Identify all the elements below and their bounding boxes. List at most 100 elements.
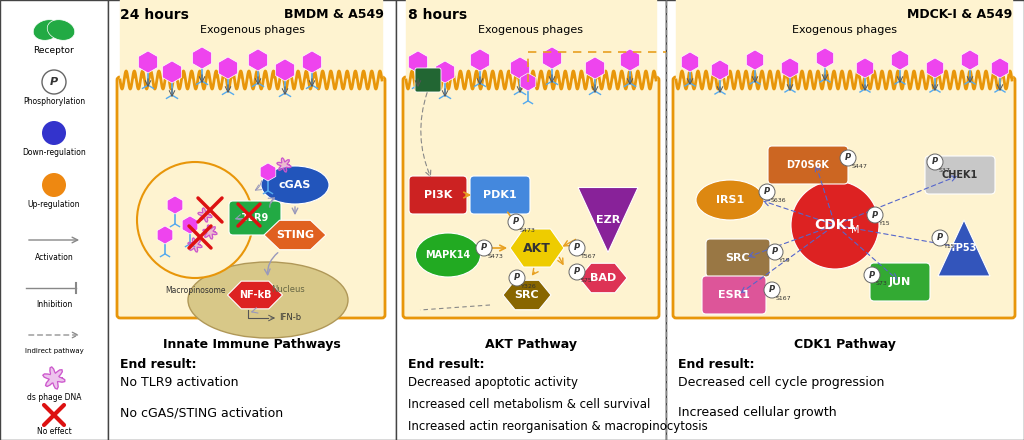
Text: SRC: SRC [515, 290, 540, 300]
Polygon shape [891, 50, 908, 70]
Polygon shape [543, 47, 561, 69]
Bar [396, 0, 666, 440]
Circle shape [864, 267, 880, 283]
FancyBboxPatch shape [673, 77, 1015, 318]
FancyBboxPatch shape [117, 77, 385, 318]
Text: Increased cell metabolism & cell survival: Increased cell metabolism & cell surviva… [408, 398, 650, 411]
Polygon shape [991, 58, 1009, 78]
Text: S636: S636 [771, 198, 786, 202]
Polygon shape [586, 57, 604, 79]
Text: P: P [514, 274, 520, 282]
Text: Increased actin reorganisation & macropinocytosis: Increased actin reorganisation & macropi… [408, 420, 708, 433]
Polygon shape [182, 216, 198, 234]
Circle shape [509, 270, 525, 286]
Polygon shape [579, 263, 627, 293]
Circle shape [764, 282, 780, 298]
Ellipse shape [791, 181, 879, 269]
Ellipse shape [188, 262, 348, 338]
Polygon shape [503, 280, 551, 310]
Ellipse shape [33, 20, 60, 40]
Polygon shape [681, 52, 698, 72]
Polygon shape [198, 208, 212, 222]
FancyBboxPatch shape [870, 263, 930, 301]
Polygon shape [260, 163, 275, 181]
Text: CDK1: CDK1 [814, 218, 856, 232]
Polygon shape [435, 61, 455, 83]
Text: D70S6K: D70S6K [786, 160, 829, 170]
Text: Y15: Y15 [879, 220, 891, 226]
Polygon shape [275, 59, 295, 81]
Text: S73: S73 [876, 281, 888, 286]
Text: Innate Immune Pathways: Innate Immune Pathways [163, 338, 341, 351]
Text: Indirect pathway: Indirect pathway [25, 348, 83, 354]
Circle shape [767, 244, 783, 260]
Text: 24 hours: 24 hours [120, 8, 188, 22]
Text: NF-kB: NF-kB [239, 290, 271, 300]
Text: S473: S473 [520, 227, 536, 233]
Text: CHEK1: CHEK1 [942, 170, 978, 180]
Text: P: P [50, 77, 58, 87]
Text: ds phage DNA: ds phage DNA [27, 393, 81, 402]
Polygon shape [138, 51, 158, 73]
Polygon shape [302, 51, 322, 73]
Text: STING: STING [275, 230, 314, 240]
Text: TLR9: TLR9 [242, 213, 268, 223]
Polygon shape [856, 58, 873, 78]
Polygon shape [203, 225, 217, 239]
Text: End result:: End result: [120, 358, 197, 371]
Circle shape [932, 230, 948, 246]
Text: End result:: End result: [408, 358, 484, 371]
Text: Receptor: Receptor [34, 46, 75, 55]
Text: No cGAS/STING activation: No cGAS/STING activation [120, 406, 283, 419]
FancyBboxPatch shape [229, 201, 281, 235]
Bar [0, 0, 108, 440]
Text: 8 hours: 8 hours [408, 8, 467, 22]
Text: PI3K: PI3K [424, 190, 453, 200]
Text: S37: S37 [939, 168, 951, 172]
Circle shape [840, 150, 856, 166]
Text: Decreased apoptotic activity: Decreased apoptotic activity [408, 376, 578, 389]
Text: S167: S167 [776, 296, 792, 301]
Polygon shape [276, 158, 291, 172]
Polygon shape [781, 58, 799, 78]
Polygon shape [520, 73, 536, 91]
FancyBboxPatch shape [702, 276, 766, 314]
Circle shape [569, 240, 585, 256]
Text: Down-regulation: Down-regulation [23, 148, 86, 157]
Polygon shape [264, 220, 326, 250]
Circle shape [42, 173, 66, 197]
Text: Increased cellular growth: Increased cellular growth [678, 406, 837, 419]
Text: P: P [937, 234, 943, 242]
Text: No TLR9 activation: No TLR9 activation [120, 376, 239, 389]
Circle shape [476, 240, 492, 256]
Text: TP53: TP53 [950, 243, 978, 253]
Polygon shape [938, 220, 990, 276]
Polygon shape [511, 57, 529, 79]
Polygon shape [163, 61, 181, 83]
Text: BAD: BAD [590, 273, 616, 283]
Text: EZR: EZR [596, 215, 621, 225]
Ellipse shape [416, 233, 480, 277]
Text: S447: S447 [852, 164, 868, 169]
Text: Inhibition: Inhibition [36, 300, 72, 309]
Text: CDK1 Pathway: CDK1 Pathway [794, 338, 896, 351]
Polygon shape [218, 57, 238, 79]
Text: S75: S75 [581, 278, 593, 282]
Text: Macropinosome: Macropinosome [165, 286, 225, 295]
Circle shape [508, 214, 524, 230]
Text: SRC: SRC [726, 253, 751, 263]
Text: Phosphorylation: Phosphorylation [23, 97, 85, 106]
Text: Y326: Y326 [521, 284, 537, 289]
Text: IRS1: IRS1 [716, 195, 744, 205]
Text: Nucleus: Nucleus [271, 286, 305, 294]
Text: P: P [772, 247, 778, 257]
Polygon shape [578, 187, 638, 253]
Text: No effect: No effect [37, 427, 72, 436]
Text: P: P [513, 217, 519, 227]
FancyBboxPatch shape [409, 176, 467, 214]
Circle shape [759, 184, 775, 200]
Polygon shape [510, 229, 564, 267]
Text: PDK1: PDK1 [483, 190, 517, 200]
Polygon shape [249, 49, 267, 71]
Text: P: P [932, 158, 938, 166]
